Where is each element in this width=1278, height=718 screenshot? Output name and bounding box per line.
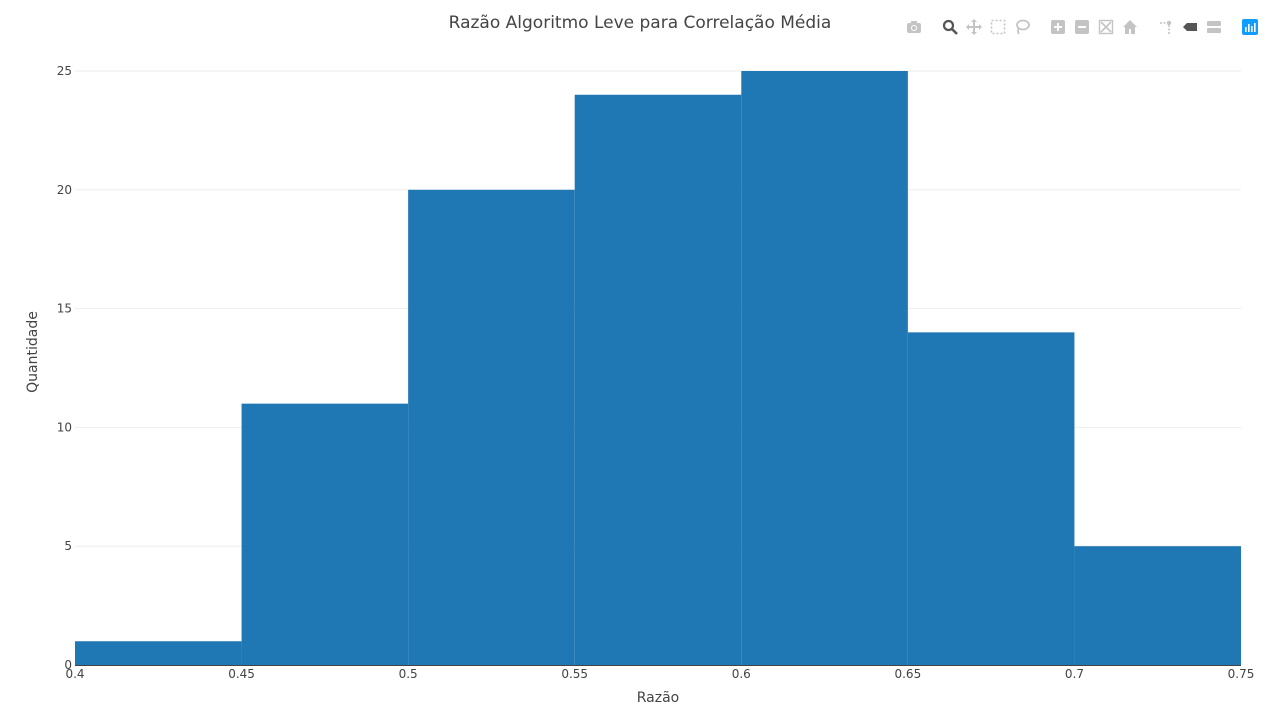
camera-icon[interactable]	[904, 17, 924, 37]
lasso-select-icon[interactable]	[1012, 17, 1032, 37]
y-tick-label: 5	[64, 539, 72, 553]
hover-closest-icon[interactable]	[1180, 17, 1200, 37]
histogram-bar[interactable]	[408, 189, 575, 666]
y-tick-label: 10	[57, 420, 72, 434]
zoom-icon[interactable]	[940, 17, 960, 37]
reset-axes-icon[interactable]	[1120, 17, 1140, 37]
zoom-out-icon[interactable]	[1072, 17, 1092, 37]
x-tick-label: 0.55	[561, 667, 588, 681]
pan-icon[interactable]	[964, 17, 984, 37]
x-tick-label: 0.75	[1228, 667, 1255, 681]
bars[interactable]	[75, 71, 1241, 666]
box-select-icon[interactable]	[988, 17, 1008, 37]
modebar	[888, 17, 1260, 37]
plotly-logo-icon[interactable]	[1240, 17, 1260, 37]
x-tick-label: 0.5	[399, 667, 418, 681]
x-tick-label: 0.6	[732, 667, 751, 681]
x-tick-label: 0.45	[228, 667, 255, 681]
histogram-bar[interactable]	[1074, 546, 1241, 665]
y-tick-label: 20	[57, 183, 72, 197]
zoom-in-icon[interactable]	[1048, 17, 1068, 37]
y-tick-label: 25	[57, 64, 72, 78]
y-tick-label: 0	[64, 658, 72, 672]
y-tick-label: 15	[57, 302, 72, 316]
x-tick-label: 0.65	[894, 667, 921, 681]
histogram-bar[interactable]	[907, 332, 1075, 665]
histogram-bar[interactable]	[741, 71, 908, 665]
chart-title: Razão Algoritmo Leve para Correlação Méd…	[449, 13, 832, 33]
x-tick-label: 0.7	[1065, 667, 1084, 681]
autoscale-icon[interactable]	[1096, 17, 1116, 37]
histogram-bar[interactable]	[75, 641, 242, 665]
x-tick-label: 0.4	[65, 667, 84, 681]
histogram-bar[interactable]	[241, 403, 409, 665]
hover-compare-icon[interactable]	[1204, 17, 1224, 37]
axes: 0 5 10 15 20 25 0.4 0.45 0.5 0.55 0.6 0.65 0.7 0.75	[57, 64, 1255, 681]
y-axis-title: Quantidade	[25, 311, 41, 393]
spike-lines-icon[interactable]	[1156, 17, 1176, 37]
histogram-bar[interactable]	[574, 94, 742, 665]
x-axis-title: Razão	[637, 690, 680, 706]
